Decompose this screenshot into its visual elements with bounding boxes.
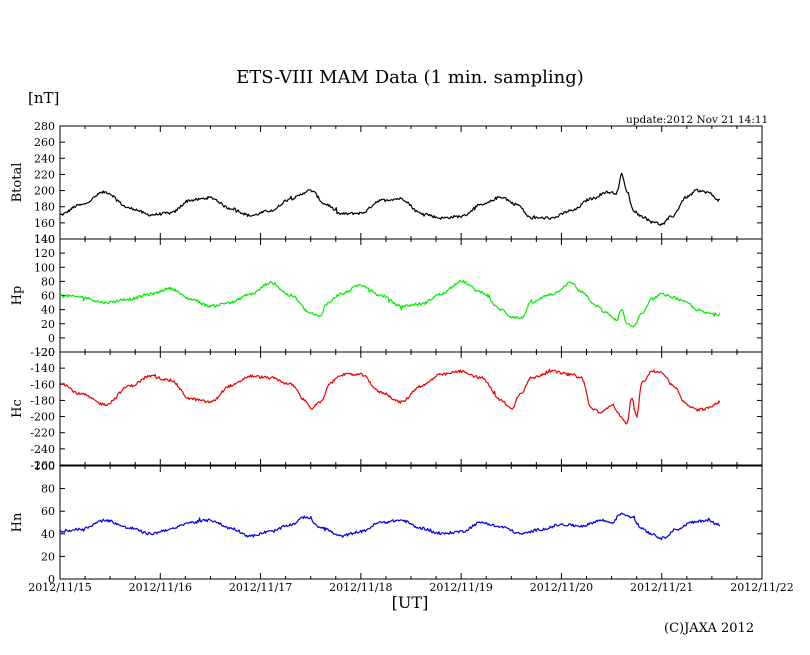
y-tick-label-btotal: 200 [34,185,55,198]
x-tick-label: 2012/11/17 [229,581,292,594]
y-axis-label-hn: Hn [10,512,25,532]
x-axis-label: [UT] [391,593,429,612]
y-tick-label-hc: -120 [30,346,55,359]
y-tick-label-hc: -220 [30,427,55,440]
y-tick-label-hn: 100 [34,460,55,473]
y-tick-label-hp: 20 [41,318,55,331]
series-line-hn [59,512,721,541]
series-line-hp [59,279,721,328]
y-tick-label-hp: 100 [34,261,55,274]
x-tick-label: 2012/11/22 [730,581,793,594]
unit-label: [nT] [28,89,60,107]
y-tick-label-hp: 0 [48,332,55,345]
y-tick-label-hn: 40 [41,528,55,541]
y-tick-label-hc: -200 [30,411,55,424]
y-tick-label-hp: 60 [41,290,55,303]
y-tick-label-hc: -240 [30,443,55,456]
y-tick-label-hn: 0 [48,573,55,586]
copyright-text: (C)JAXA 2012 [664,621,755,636]
y-axis-label-btotal: Btotal [10,163,25,203]
y-tick-label-btotal: 220 [34,168,55,181]
y-tick-label-hp: 120 [34,247,55,260]
x-tick-label: 2012/11/21 [630,581,693,594]
panel-frame-hc [59,351,763,466]
panel-frame-hn [59,465,763,580]
chart-title: ETS-VIII MAM Data (1 min. sampling) [236,67,584,88]
y-axis-label-hc: Hc [10,399,25,418]
y-tick-label-hc: -260 [30,459,55,472]
y-tick-label-hp: -20 [37,346,55,359]
x-tick-label: 2012/11/19 [429,581,492,594]
y-tick-label-hc: -160 [30,378,55,391]
y-tick-label-hn: 20 [41,550,55,563]
y-tick-label-hn: 80 [41,483,55,496]
y-tick-label-btotal: 160 [34,217,55,230]
x-tick-label: 2012/11/18 [329,581,392,594]
y-tick-label-hp: 140 [34,233,55,246]
y-tick-label-hc: -180 [30,394,55,407]
series-line-hc [59,368,721,425]
y-tick-label-hc: -140 [30,362,55,375]
x-tick-label: 2012/11/15 [28,581,91,594]
y-tick-label-hn: 60 [41,505,55,518]
y-tick-label-btotal: 240 [34,152,55,165]
x-tick-label: 2012/11/16 [129,581,192,594]
update-timestamp: update:2012 Nov 21 14:11 [626,114,769,126]
x-tick-label: 2012/11/20 [530,581,593,594]
y-axis-label-hp: Hp [10,286,25,306]
panel-frame-hp [59,238,763,353]
y-tick-label-btotal: 280 [34,120,55,133]
y-tick-label-btotal: 260 [34,136,55,149]
y-tick-label-btotal: 140 [34,233,55,246]
y-tick-label-btotal: 180 [34,201,55,214]
series-line-btotal [60,172,720,226]
y-tick-label-hp: 80 [41,275,55,288]
y-tick-label-hp: 40 [41,304,55,317]
